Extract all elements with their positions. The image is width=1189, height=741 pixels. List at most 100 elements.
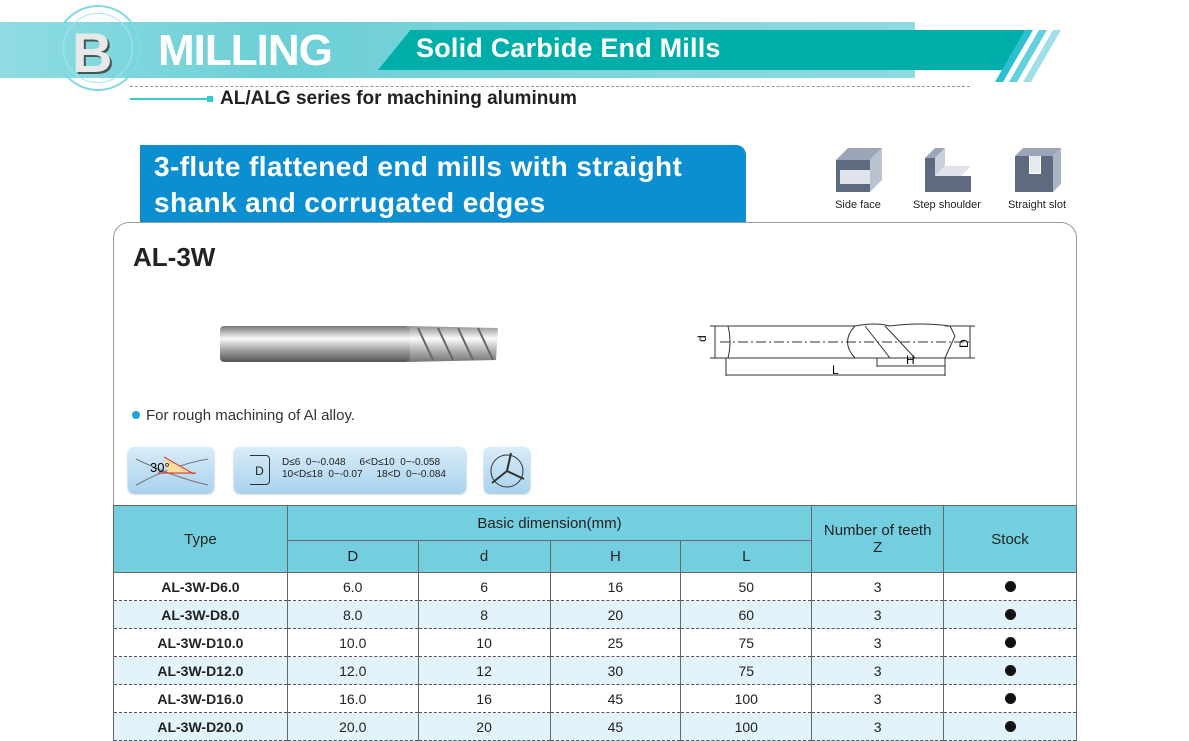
cell-Z: 3 (811, 712, 945, 741)
cell-L: 75 (680, 628, 813, 657)
table-row: AL-3W-D6.0 6.0 6 16 50 3 (113, 572, 1077, 601)
cell-type: AL-3W-D12.0 (113, 656, 288, 685)
cell-d: 16 (417, 684, 551, 713)
feature-bullet: For rough machining of Al alloy. (132, 407, 355, 424)
cell-H: 16 (549, 572, 682, 601)
cell-Z: 3 (811, 600, 945, 629)
in-stock-dot (1004, 664, 1016, 676)
cell-L: 75 (680, 656, 813, 685)
col-D: D (286, 540, 419, 573)
application-straight-slot: Straight slot (1005, 146, 1069, 211)
feature-text: For rough machining of Al alloy. (146, 407, 355, 424)
cell-Z: 3 (811, 656, 945, 685)
application-label: Side face (835, 199, 881, 211)
logo-ring-inner (63, 13, 133, 83)
section-title: MILLING (158, 26, 333, 75)
col-H: H (549, 540, 682, 573)
col-L: L (680, 540, 813, 573)
cell-stock (943, 684, 1077, 713)
cell-Z: 3 (811, 628, 945, 657)
diameter-symbol: D (250, 455, 270, 485)
cell-d: 6 (417, 572, 551, 601)
application-step-shoulder: Step shoulder (912, 146, 982, 211)
table-row: AL-3W-D10.0 10.0 10 25 75 3 (113, 628, 1077, 657)
subtitle-banner (378, 30, 1028, 70)
tolerance-row-1: D≤6 0~-0.048 6<D≤10 0~-0.058 (282, 457, 441, 468)
cell-H: 20 (549, 600, 682, 629)
cell-stock (943, 628, 1077, 657)
cell-H: 45 (549, 684, 682, 713)
cell-L: 50 (680, 572, 813, 601)
cell-type: AL-3W-D10.0 (113, 628, 288, 657)
application-label: Straight slot (1007, 199, 1067, 211)
application-label: Step shoulder (913, 199, 981, 211)
col-type: Type (113, 505, 288, 573)
tolerance-box: D D≤6 0~-0.048 6<D≤10 0~-0.058 10<D≤18 0… (234, 447, 466, 493)
cell-D: 16.0 (286, 684, 419, 713)
application-side-face: Side face (830, 146, 886, 211)
col-basic-dimension: Basic dimension(mm) (286, 505, 813, 541)
dim-label-H: H (906, 353, 915, 367)
cell-H: 45 (549, 712, 682, 741)
cell-D: 10.0 (286, 628, 419, 657)
cell-D: 6.0 (286, 572, 419, 601)
in-stock-dot (1004, 580, 1016, 592)
cell-stock (943, 600, 1077, 629)
helix-angle-value: 30° (150, 460, 170, 475)
in-stock-dot (1004, 608, 1016, 620)
side-face-icon (836, 148, 882, 192)
heading-line-2: shank and corrugated edges (154, 187, 546, 218)
divider (130, 86, 970, 87)
in-stock-dot (1004, 720, 1016, 732)
series-title: AL/ALG series for machining aluminum (220, 88, 577, 109)
cell-D: 20.0 (286, 712, 419, 741)
dimension-drawing: d D H L (695, 323, 975, 377)
end-mill-photo (220, 326, 498, 362)
cell-Z: 3 (811, 684, 945, 713)
cell-D: 8.0 (286, 600, 419, 629)
in-stock-dot (1004, 636, 1016, 648)
section-letter: B (72, 21, 113, 84)
spec-table: Type Basic dimension(mm) Number of teeth Z S… (113, 505, 1077, 741)
subtitle: Solid Carbide End Mills (416, 33, 721, 63)
cell-L: 100 (680, 712, 813, 741)
dim-label-d: d (695, 335, 709, 342)
cell-type: AL-3W-D20.0 (113, 712, 288, 741)
teeth-label: Number of teeth (823, 522, 932, 539)
cell-stock (943, 712, 1077, 741)
straight-slot-icon (1015, 148, 1061, 192)
heading-line-1: 3-flute flattened end mills with straigh… (154, 151, 683, 182)
cell-stock (943, 656, 1077, 685)
cell-stock (943, 572, 1077, 601)
model-name: AL-3W (133, 242, 216, 272)
bullet-dot (132, 411, 140, 419)
dim-label-D: D (957, 339, 971, 348)
table-row: AL-3W-D16.0 16.0 16 45 100 3 (113, 684, 1077, 713)
cell-type: AL-3W-D16.0 (113, 684, 288, 713)
col-d: d (417, 540, 551, 573)
cell-type: AL-3W-D6.0 (113, 572, 288, 601)
table-row: AL-3W-D12.0 12.0 12 30 75 3 (113, 656, 1077, 685)
product-heading: 3-flute flattened end mills with straigh… (140, 145, 746, 223)
cell-Z: 3 (811, 572, 945, 601)
cell-d: 12 (417, 656, 551, 685)
dim-label-L: L (832, 363, 839, 377)
cell-L: 100 (680, 684, 813, 713)
cell-type: AL-3W-D8.0 (113, 600, 288, 629)
connector-line (130, 98, 210, 100)
three-flute-icon (484, 447, 530, 493)
table-row: AL-3W-D8.0 8.0 8 20 60 3 (113, 600, 1077, 629)
col-stock: Stock (943, 505, 1077, 573)
connector-dot (207, 96, 213, 102)
cell-d: 8 (417, 600, 551, 629)
cell-d: 10 (417, 628, 551, 657)
table-row: AL-3W-D20.0 20.0 20 45 100 3 (113, 712, 1077, 741)
cell-D: 12.0 (286, 656, 419, 685)
tolerance-row-2: 10<D≤18 0~-0.07 18<D 0~-0.084 (282, 469, 446, 480)
step-shoulder-icon (925, 148, 971, 192)
col-teeth: Number of teeth Z (811, 505, 945, 573)
cell-H: 25 (549, 628, 682, 657)
cell-H: 30 (549, 656, 682, 685)
cell-d: 20 (417, 712, 551, 741)
in-stock-dot (1004, 692, 1016, 704)
